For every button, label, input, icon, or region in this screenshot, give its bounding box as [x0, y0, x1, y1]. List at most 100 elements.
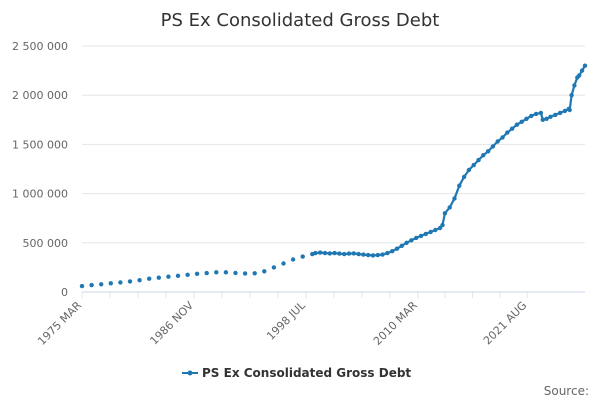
data-point[interactable] — [118, 280, 123, 285]
data-point[interactable] — [519, 119, 524, 125]
data-point[interactable] — [509, 126, 515, 131]
source-label: Source: — [544, 384, 589, 398]
data-point[interactable] — [185, 272, 190, 277]
data-point[interactable] — [166, 274, 171, 279]
data-point[interactable] — [577, 73, 582, 78]
data-point[interactable] — [553, 112, 558, 118]
data-point[interactable] — [440, 222, 445, 228]
data-point[interactable] — [399, 243, 404, 248]
data-point[interactable] — [356, 251, 361, 257]
data-point[interactable] — [524, 116, 529, 122]
data-point[interactable] — [428, 229, 433, 235]
y-tick-label: 500 000 — [23, 237, 69, 250]
data-point[interactable] — [579, 68, 585, 73]
data-point[interactable] — [351, 251, 356, 256]
data-point[interactable] — [127, 279, 133, 284]
data-point[interactable] — [204, 270, 209, 276]
data-point[interactable] — [327, 251, 332, 256]
data-point[interactable] — [500, 135, 505, 140]
y-axis-ticks: 0 500 000 1 000 000 1 500 000 2 000 000 2 500… — [12, 40, 68, 299]
data-point[interactable] — [471, 162, 476, 168]
data-point[interactable] — [271, 265, 277, 270]
data-point[interactable] — [262, 269, 267, 274]
data-point[interactable] — [214, 270, 219, 275]
data-point[interactable] — [89, 282, 94, 288]
data-point[interactable] — [394, 246, 400, 251]
data-point[interactable] — [322, 250, 328, 256]
y-tick-label: 0 — [61, 286, 68, 299]
data-point[interactable] — [485, 149, 491, 154]
data-point[interactable] — [390, 249, 395, 254]
data-point[interactable] — [567, 107, 572, 113]
data-point[interactable] — [495, 139, 500, 144]
data-point[interactable] — [147, 276, 152, 281]
series-layer — [79, 63, 588, 289]
data-point[interactable] — [233, 270, 238, 276]
data-point[interactable] — [481, 153, 486, 158]
data-point[interactable] — [300, 254, 305, 259]
data-point[interactable] — [137, 278, 142, 283]
x-axis-ticks: 1975 MAR 1986 NOV 1998 JUL 2010 MAR 2021 AUG — [35, 298, 529, 348]
data-point[interactable] — [562, 108, 568, 114]
data-point[interactable] — [242, 271, 248, 276]
data-point[interactable] — [252, 271, 257, 276]
y-tick-label: 1 000 000 — [12, 188, 68, 201]
grid — [81, 45, 585, 298]
data-point[interactable] — [99, 282, 104, 287]
data-point[interactable] — [529, 113, 534, 119]
data-point[interactable] — [433, 227, 438, 233]
data-point[interactable] — [557, 110, 563, 116]
data-point[interactable] — [108, 281, 114, 286]
data-point[interactable] — [538, 110, 544, 116]
data-point[interactable] — [380, 252, 385, 257]
data-point[interactable] — [569, 93, 574, 98]
data-point[interactable] — [442, 211, 448, 216]
data-point[interactable] — [514, 122, 520, 127]
data-point[interactable] — [544, 116, 549, 122]
data-point[interactable] — [533, 111, 539, 117]
data-point[interactable] — [194, 271, 200, 276]
data-point[interactable] — [572, 83, 577, 88]
data-point[interactable] — [447, 205, 452, 210]
data-point[interactable] — [346, 251, 352, 256]
data-point[interactable] — [505, 130, 510, 135]
y-tick-label: 2 500 000 — [12, 40, 68, 53]
data-point[interactable] — [466, 167, 472, 173]
data-point[interactable] — [313, 250, 318, 256]
data-point[interactable] — [318, 250, 323, 255]
data-point[interactable] — [437, 225, 443, 231]
data-point[interactable] — [290, 257, 296, 262]
data-point[interactable] — [461, 174, 467, 180]
data-point[interactable] — [414, 235, 419, 241]
data-point[interactable] — [490, 144, 496, 149]
data-point[interactable] — [457, 183, 462, 188]
data-point[interactable] — [370, 253, 376, 258]
data-point[interactable] — [418, 233, 424, 239]
series-line — [311, 65, 586, 257]
data-point[interactable] — [404, 240, 409, 245]
data-point[interactable] — [361, 252, 366, 257]
data-point[interactable] — [175, 273, 181, 278]
data-point[interactable] — [223, 270, 229, 275]
data-point[interactable] — [452, 196, 457, 201]
data-point[interactable] — [409, 238, 414, 243]
data-point[interactable] — [79, 283, 85, 289]
x-tick-label: 1998 JUL — [264, 298, 308, 342]
data-point[interactable] — [337, 251, 342, 256]
data-point[interactable] — [156, 275, 161, 280]
x-tick-label: 2021 AUG — [481, 299, 530, 348]
data-point[interactable] — [281, 261, 286, 266]
data-point[interactable] — [476, 157, 481, 163]
data-point[interactable] — [548, 114, 553, 120]
data-point[interactable] — [366, 252, 371, 258]
data-point[interactable] — [423, 231, 428, 237]
data-point[interactable] — [385, 250, 390, 256]
data-point[interactable] — [582, 63, 588, 68]
legend-label: PS Ex Consolidated Gross Debt — [202, 366, 411, 380]
data-point[interactable] — [540, 117, 545, 123]
data-point[interactable] — [342, 251, 347, 257]
legend[interactable]: PS Ex Consolidated Gross Debt — [182, 366, 411, 380]
data-point[interactable] — [375, 252, 380, 258]
data-point[interactable] — [332, 250, 337, 256]
